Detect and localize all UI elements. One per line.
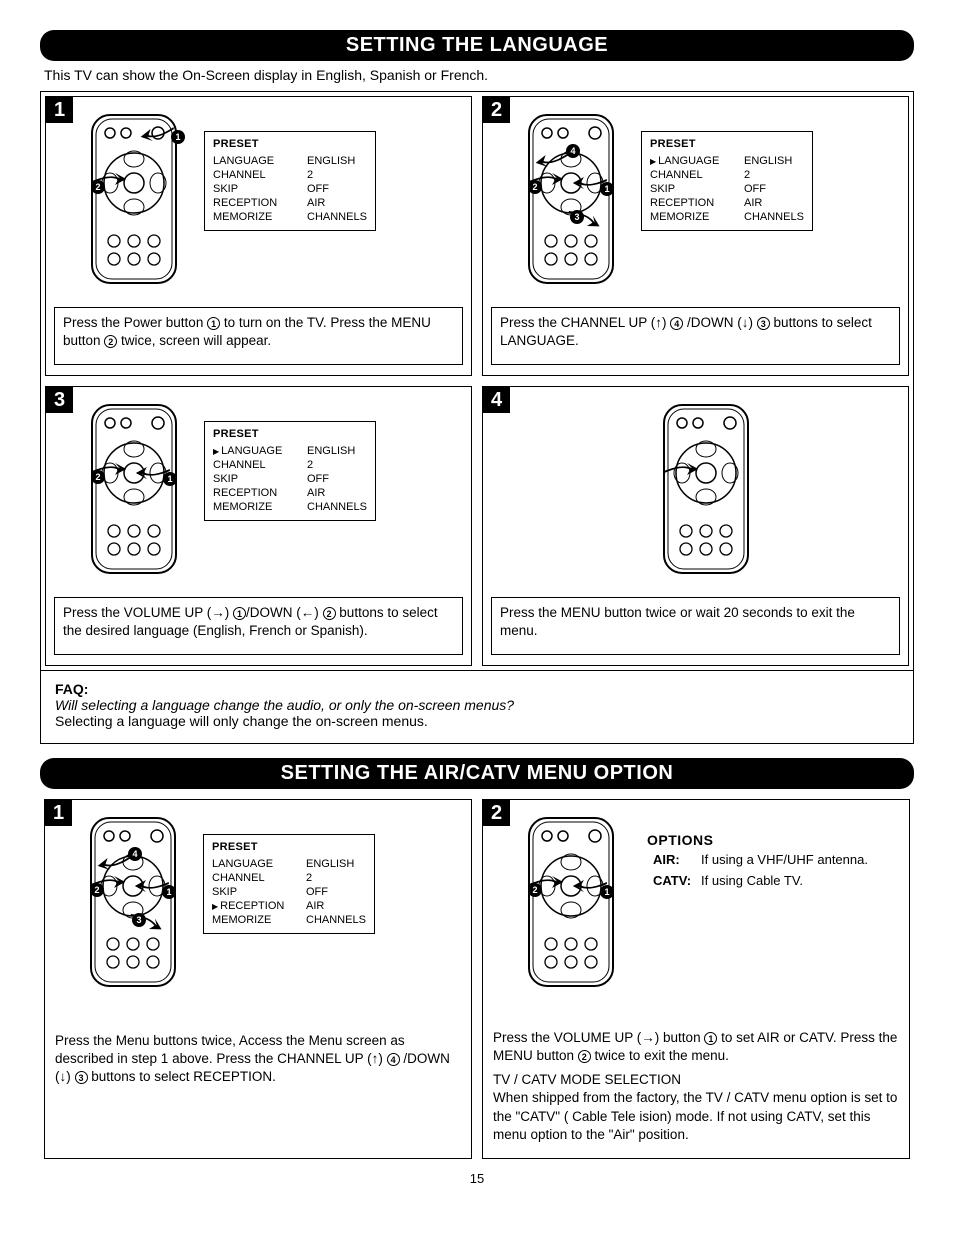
svg-text:2: 2 <box>95 182 100 192</box>
step-number: 2 <box>483 97 510 123</box>
svg-text:1: 1 <box>604 184 609 194</box>
options-title: OPTIONS <box>647 832 874 848</box>
steps-grid-1: 1 1 2 PRESETLANGUAGEENGLISHCHANNEL2SKIPO… <box>40 91 914 671</box>
faq-answer: Selecting a language will only change th… <box>55 713 899 729</box>
section-title-catv: SETTING THE AIR/CATV MENU OPTION <box>40 758 914 789</box>
step-cell: 2 2 1 OPTIONS AIR:If using a VHF/UHF ant… <box>482 799 910 1159</box>
preset-osd: PRESETLANGUAGEENGLISHCHANNEL2SKIPOFFRECE… <box>641 131 813 231</box>
svg-text:3: 3 <box>136 915 141 925</box>
remote-diagram: 1 2 <box>74 109 194 292</box>
step-caption: Press the Power button 1 to turn on the … <box>54 307 463 365</box>
step-number: 2 <box>483 800 510 826</box>
catv-label: CATV: <box>649 871 695 890</box>
ref-icon: 2 <box>323 607 336 620</box>
preset-osd: PRESETLANGUAGEENGLISHCHANNEL2SKIPOFFRECE… <box>203 834 375 934</box>
svg-text:2: 2 <box>532 885 537 895</box>
ref-icon: 1 <box>233 607 246 620</box>
options-box: OPTIONS AIR:If using a VHF/UHF antenna. … <box>647 832 874 892</box>
faq-box: FAQ: Will selecting a language change th… <box>40 671 914 744</box>
ref-icon: 3 <box>75 1071 88 1084</box>
step-caption: Press the Menu buttons twice, Access the… <box>53 1028 463 1148</box>
svg-text:1: 1 <box>604 887 609 897</box>
ref-icon: 4 <box>670 317 683 330</box>
svg-text:2: 2 <box>94 885 99 895</box>
step-cell: 1 1 2 PRESETLANGUAGEENGLISHCHANNEL2SKIPO… <box>45 96 472 376</box>
step-cell: 3 2 1 PRESETLANGUAGEENGLISHCHANNEL2SKIPO… <box>45 386 472 666</box>
faq-title: FAQ: <box>55 681 899 697</box>
svg-text:1: 1 <box>166 887 171 897</box>
intro-text: This TV can show the On-Screen display i… <box>44 67 914 83</box>
step-number: 1 <box>46 97 73 123</box>
step-caption: Press the VOLUME UP (→) 1/DOWN (←) 2 but… <box>54 597 463 655</box>
step-cell: 1 4 2 1 3 PRESETLANGUAGEENGLISHCHANNEL2S… <box>44 799 472 1159</box>
ref-icon: 1 <box>207 317 220 330</box>
remote-diagram: 2 1 <box>74 399 194 582</box>
catv-text: If using Cable TV. <box>697 871 872 890</box>
svg-text:1: 1 <box>167 474 172 484</box>
air-label: AIR: <box>649 850 695 869</box>
ref-icon: 4 <box>387 1053 400 1066</box>
svg-text:4: 4 <box>132 849 137 859</box>
mode-text: When shipped from the factory, the TV / … <box>493 1089 899 1144</box>
svg-text:4: 4 <box>570 146 575 156</box>
mode-title: TV / CATV MODE SELECTION <box>493 1071 899 1089</box>
step-cell: 2 4 2 1 3 PRESETLANGUAGEENGLISHCHANNEL2S… <box>482 96 909 376</box>
preset-osd: PRESETLANGUAGEENGLISHCHANNEL2SKIPOFFRECE… <box>204 421 376 521</box>
ref-icon: 2 <box>104 335 117 348</box>
page-number: 15 <box>40 1171 914 1186</box>
faq-question: Will selecting a language change the aud… <box>55 697 899 713</box>
ref-icon: 3 <box>757 317 770 330</box>
step-cell: 4 Press the MENU button twice or wait 20… <box>482 386 909 666</box>
svg-text:1: 1 <box>175 132 180 142</box>
remote-diagram: 4 2 1 3 <box>511 109 631 292</box>
svg-text:2: 2 <box>95 472 100 482</box>
step-number: 3 <box>46 387 73 413</box>
step-caption: Press the CHANNEL UP (↑) 4 /DOWN (↓) 3 b… <box>491 307 900 365</box>
ref-icon: 1 <box>704 1032 717 1045</box>
step-caption: Press the VOLUME UP (→) button 1 to set … <box>491 1025 901 1148</box>
preset-osd: PRESETLANGUAGEENGLISHCHANNEL2SKIPOFFRECE… <box>204 131 376 231</box>
step-caption: Press the MENU button twice or wait 20 s… <box>491 597 900 655</box>
svg-text:3: 3 <box>574 212 579 222</box>
steps-grid-2: 1 4 2 1 3 PRESETLANGUAGEENGLISHCHANNEL2S… <box>40 795 914 1163</box>
remote-diagram <box>646 399 766 582</box>
step-number: 4 <box>483 387 510 413</box>
ref-icon: 2 <box>578 1050 591 1063</box>
air-text: If using a VHF/UHF antenna. <box>697 850 872 869</box>
remote-diagram: 4 2 1 3 <box>73 812 193 995</box>
step-number: 1 <box>45 800 72 826</box>
remote-diagram: 2 1 <box>511 812 631 995</box>
section-title-language: SETTING THE LANGUAGE <box>40 30 914 61</box>
svg-text:2: 2 <box>532 182 537 192</box>
